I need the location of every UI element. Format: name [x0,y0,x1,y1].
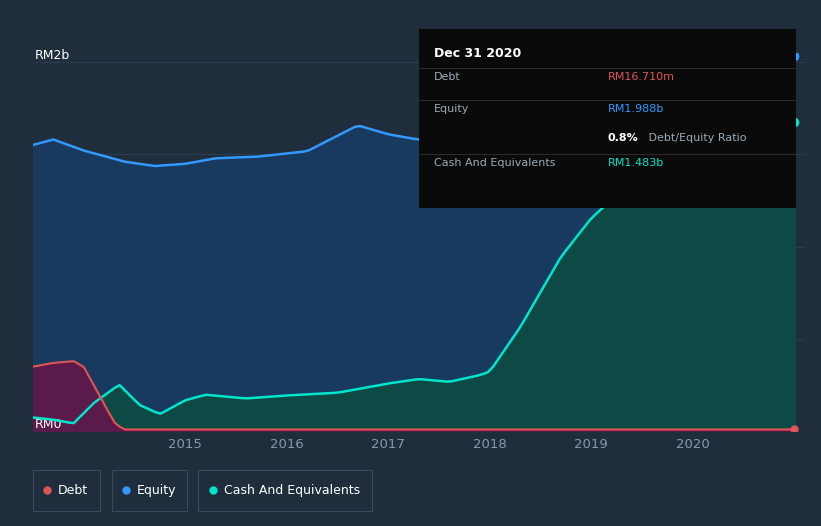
Text: RM16.710m: RM16.710m [608,72,675,82]
Text: RM1.483b: RM1.483b [608,158,664,168]
Text: RM0: RM0 [34,418,62,431]
Text: Equity: Equity [137,484,177,497]
Text: Debt: Debt [58,484,88,497]
Text: Debt: Debt [433,72,461,82]
Text: RM2b: RM2b [34,49,70,62]
Text: Debt/Equity Ratio: Debt/Equity Ratio [645,133,747,143]
Text: Cash And Equivalents: Cash And Equivalents [433,158,555,168]
Text: Cash And Equivalents: Cash And Equivalents [223,484,360,497]
Text: 0.8%: 0.8% [608,133,638,143]
Text: RM1.988b: RM1.988b [608,104,664,114]
Text: Equity: Equity [433,104,469,114]
Text: Dec 31 2020: Dec 31 2020 [433,47,521,60]
